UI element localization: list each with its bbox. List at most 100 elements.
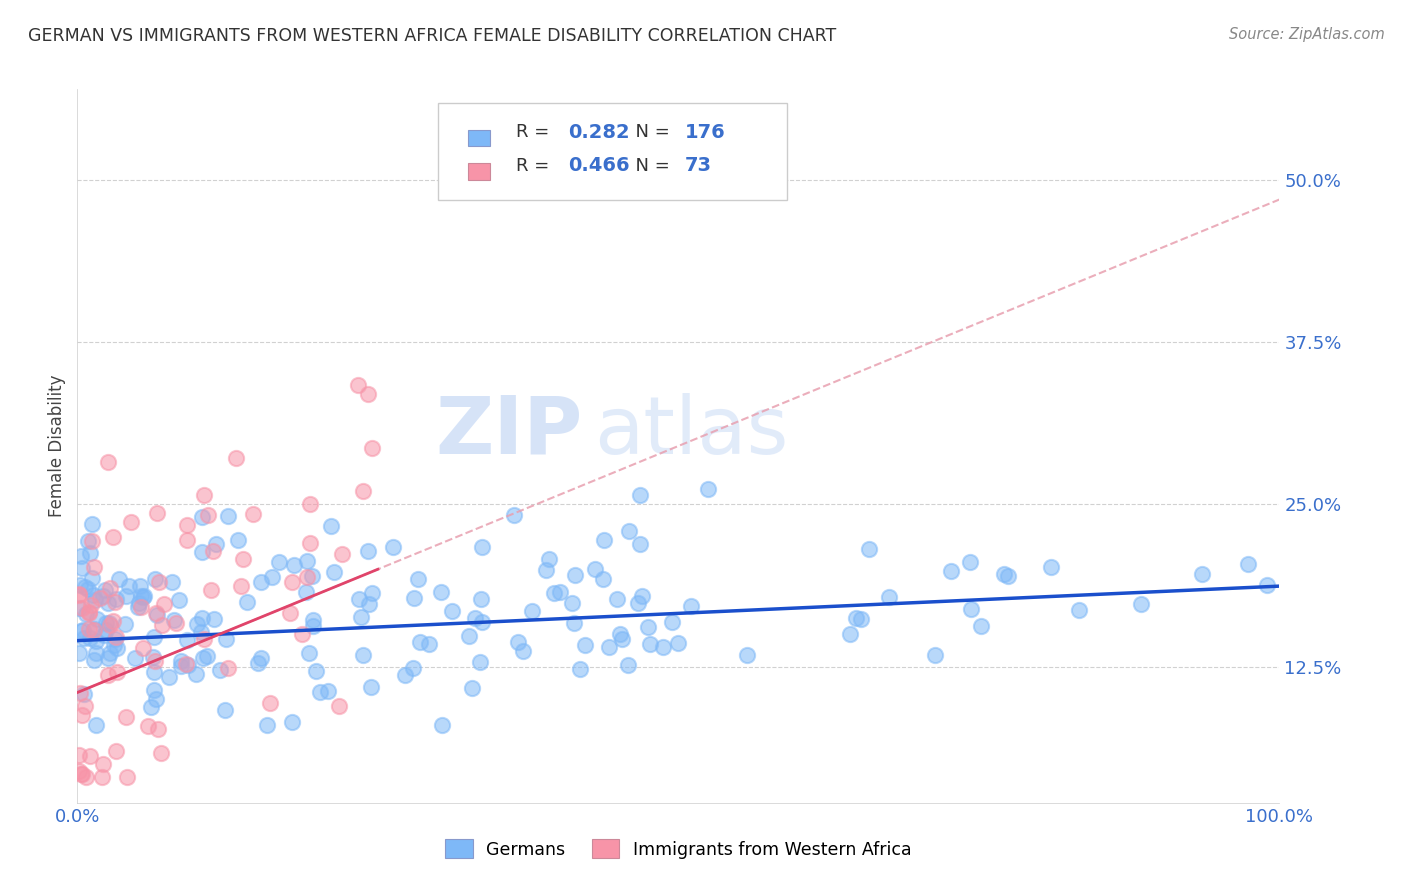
- Point: [464, 611, 486, 625]
- Point: [858, 542, 880, 557]
- FancyBboxPatch shape: [468, 163, 489, 180]
- Point: [592, 572, 614, 586]
- Point: [96, 616, 118, 631]
- Point: [97, 596, 120, 610]
- Point: [360, 680, 382, 694]
- Point: [297, 554, 319, 568]
- Point: [84, 633, 107, 648]
- Point: [208, 664, 231, 678]
- Point: [960, 602, 983, 616]
- Point: [696, 483, 718, 497]
- Point: [1039, 560, 1062, 574]
- Point: [83, 623, 105, 637]
- Point: [401, 661, 423, 675]
- Point: [86, 613, 108, 627]
- Point: [94, 583, 117, 598]
- Point: [301, 569, 323, 583]
- Point: [67, 589, 90, 603]
- Point: [191, 650, 214, 665]
- Point: [69, 578, 91, 592]
- Point: [167, 593, 190, 607]
- Point: [598, 640, 620, 654]
- Point: [100, 646, 122, 660]
- Point: [628, 487, 651, 501]
- Point: [361, 586, 384, 600]
- Point: [305, 664, 328, 678]
- Point: [543, 586, 565, 600]
- Point: [228, 533, 250, 548]
- Point: [117, 579, 139, 593]
- Point: [72, 623, 94, 637]
- Point: [295, 570, 318, 584]
- Point: [215, 632, 238, 646]
- Point: [235, 595, 257, 609]
- Point: [96, 668, 118, 682]
- Point: [280, 607, 302, 621]
- Text: 0.282: 0.282: [568, 122, 630, 142]
- Point: [214, 703, 236, 717]
- Point: [83, 559, 105, 574]
- Point: [127, 599, 149, 614]
- Point: [193, 488, 215, 502]
- FancyBboxPatch shape: [439, 103, 786, 200]
- Point: [191, 545, 214, 559]
- Point: [73, 698, 96, 713]
- Text: ZIP: ZIP: [434, 392, 582, 471]
- Point: [512, 643, 534, 657]
- Point: [103, 638, 125, 652]
- Point: [67, 747, 90, 762]
- Point: [1129, 597, 1152, 611]
- Point: [630, 589, 652, 603]
- Point: [107, 665, 129, 679]
- Point: [142, 649, 165, 664]
- Point: [104, 632, 127, 646]
- Point: [89, 591, 111, 606]
- Point: [737, 648, 759, 662]
- Point: [970, 618, 993, 632]
- Point: [67, 587, 90, 601]
- Point: [959, 555, 981, 569]
- Point: [186, 616, 208, 631]
- Point: [520, 604, 543, 618]
- Point: [143, 665, 166, 679]
- Point: [145, 506, 167, 520]
- Point: [628, 537, 651, 551]
- Point: [129, 589, 152, 603]
- Point: [132, 590, 155, 604]
- Point: [225, 450, 247, 465]
- Point: [82, 588, 104, 602]
- Point: [104, 591, 127, 606]
- Point: [176, 632, 198, 647]
- Point: [128, 596, 150, 610]
- Point: [574, 638, 596, 652]
- Point: [468, 655, 491, 669]
- Point: [70, 767, 93, 781]
- Point: [176, 657, 198, 672]
- Y-axis label: Female Disability: Female Disability: [48, 375, 66, 517]
- Point: [76, 582, 98, 596]
- Point: [79, 545, 101, 559]
- Point: [90, 770, 112, 784]
- Point: [69, 686, 91, 700]
- Point: [115, 590, 138, 604]
- Point: [176, 518, 198, 533]
- Point: [98, 618, 121, 632]
- Text: N =: N =: [624, 123, 676, 141]
- Point: [249, 574, 271, 589]
- Text: 176: 176: [685, 122, 725, 142]
- Text: R =: R =: [516, 123, 555, 141]
- Point: [146, 608, 169, 623]
- Point: [1256, 578, 1278, 592]
- Point: [75, 580, 97, 594]
- FancyBboxPatch shape: [468, 129, 489, 146]
- Point: [101, 530, 124, 544]
- Point: [105, 640, 128, 655]
- Point: [217, 660, 239, 674]
- Point: [471, 540, 494, 554]
- Point: [583, 562, 606, 576]
- Text: GERMAN VS IMMIGRANTS FROM WESTERN AFRICA FEMALE DISABILITY CORRELATION CHART: GERMAN VS IMMIGRANTS FROM WESTERN AFRICA…: [28, 27, 837, 45]
- Point: [83, 622, 105, 636]
- Point: [637, 620, 659, 634]
- Point: [77, 622, 100, 636]
- Point: [72, 561, 94, 575]
